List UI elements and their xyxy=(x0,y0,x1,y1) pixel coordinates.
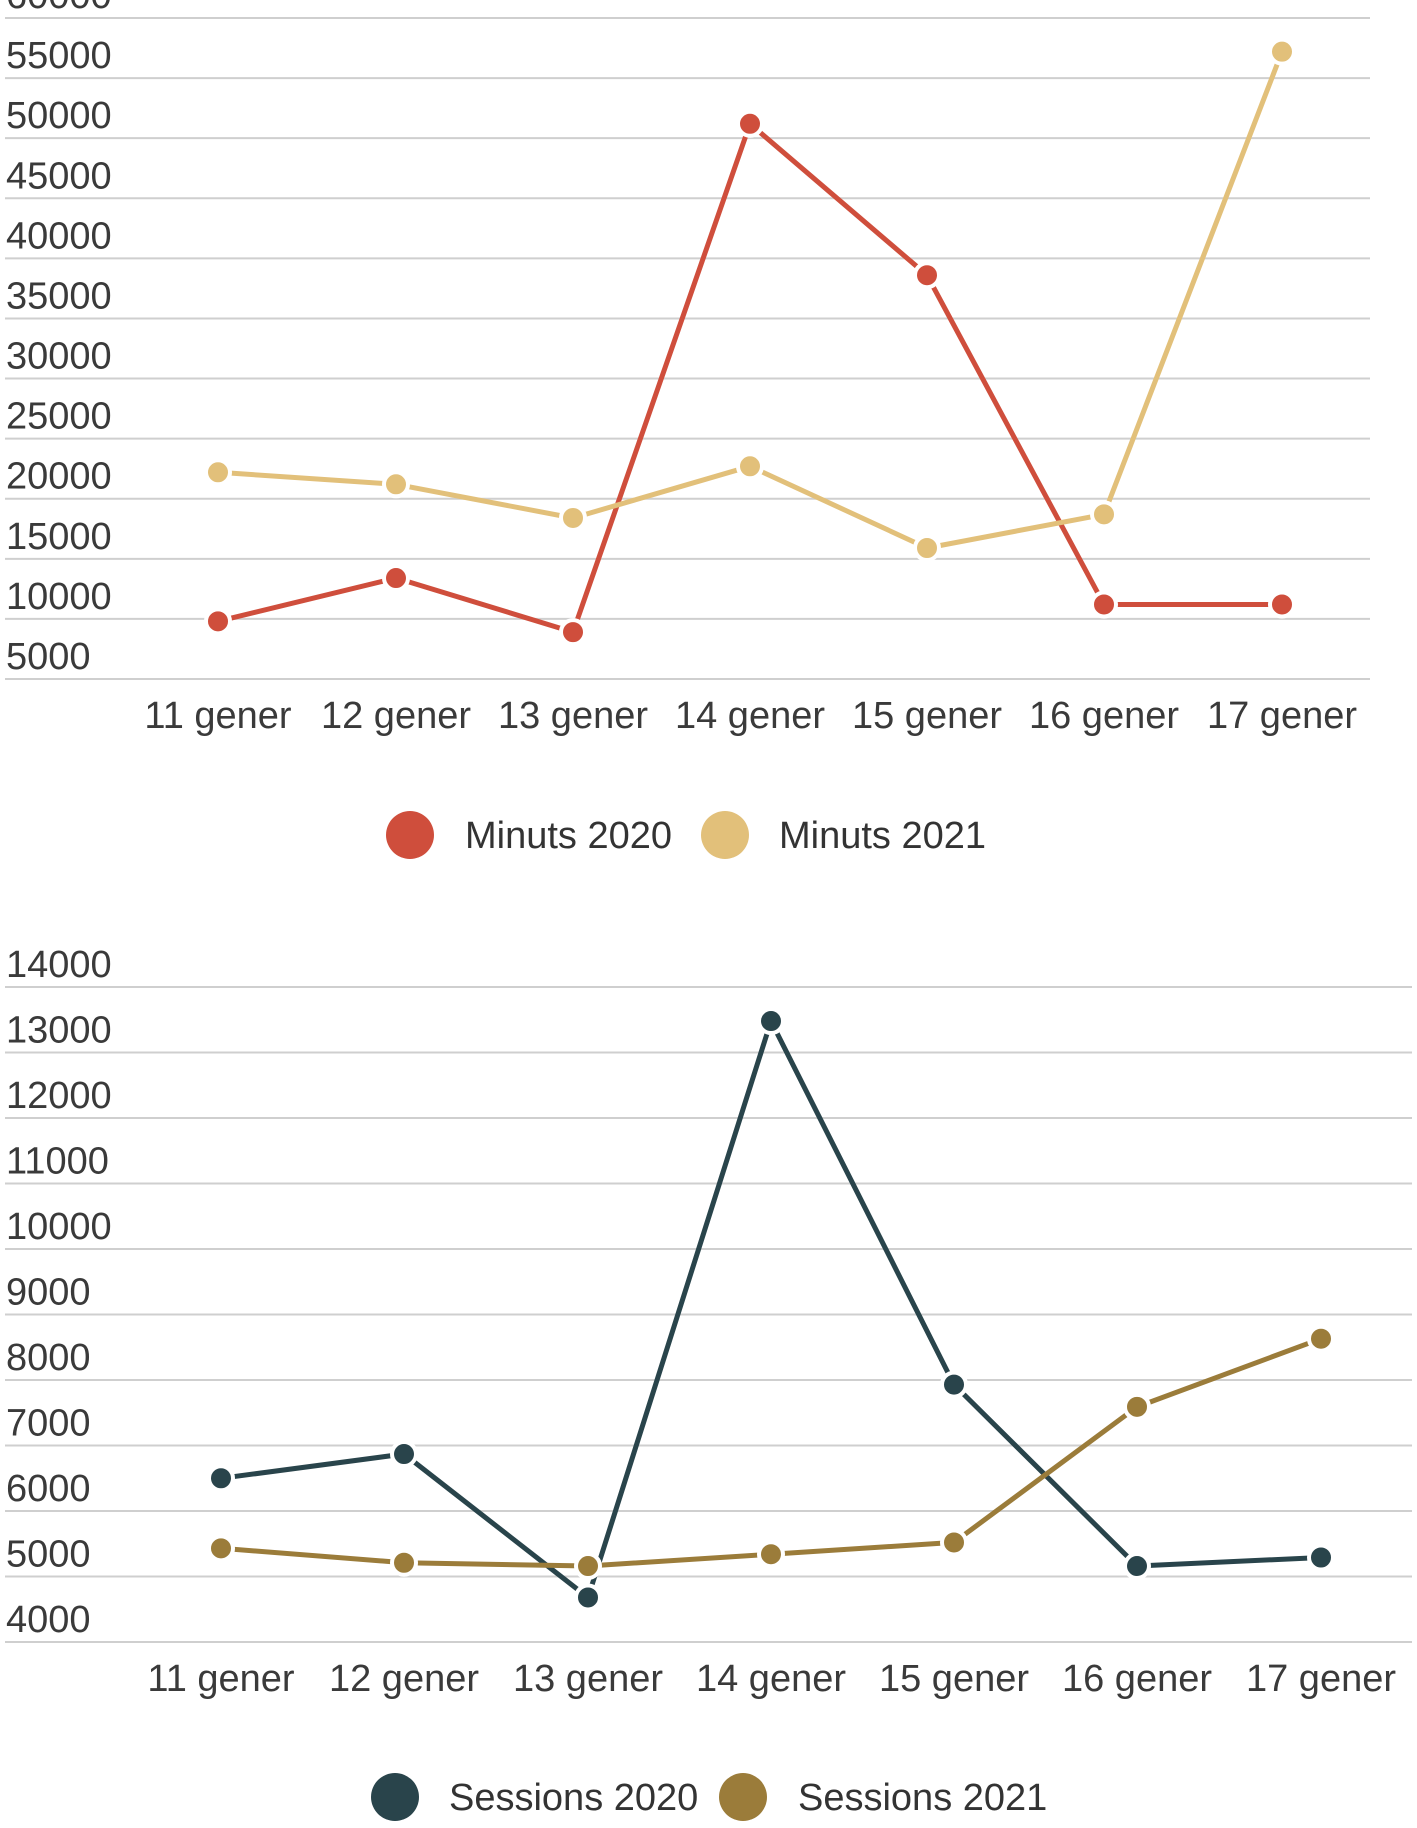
legend-label: Sessions 2021 xyxy=(798,1777,1047,1819)
data-point xyxy=(1123,1392,1151,1421)
data-point xyxy=(390,1440,418,1469)
data-point xyxy=(1307,1324,1335,1353)
chart-2: 14000 13000 12000 11000 10000 9000 8000 7000 600… xyxy=(5,944,1412,1821)
x-tick-label: 14 gener xyxy=(675,695,825,737)
x-tick-label: 16 gener xyxy=(1062,1658,1212,1700)
x-tick-label: 11 gener xyxy=(144,695,292,737)
x-tick-label: 11 gener xyxy=(147,1658,295,1700)
x-tick-label: 13 gener xyxy=(498,695,648,737)
y-tick-label: 11000 xyxy=(6,1141,109,1183)
data-point xyxy=(736,109,764,138)
series-line-sessions-2021 xyxy=(220,1336,1322,1569)
data-point xyxy=(204,607,232,636)
y-tick-label: 13000 xyxy=(6,1010,112,1052)
data-point xyxy=(574,1552,602,1581)
data-point xyxy=(913,261,941,290)
y-tick-label: 10000 xyxy=(6,576,112,618)
data-point xyxy=(207,1464,235,1493)
data-point xyxy=(559,618,587,647)
y-tick-label: 4000 xyxy=(6,1599,91,1641)
data-point xyxy=(757,1007,785,1036)
data-point xyxy=(1307,1543,1335,1572)
x-tick-label: 15 gener xyxy=(852,695,1002,737)
x-tick-label: 17 gener xyxy=(1207,695,1357,737)
y-tick-label: 45000 xyxy=(6,155,112,197)
y-tick-label: 5000 xyxy=(6,636,91,678)
y-tick-label: 9000 xyxy=(6,1272,91,1314)
data-point xyxy=(736,452,764,481)
y-tick-label: 55000 xyxy=(6,35,112,77)
y-tick-label: 6000 xyxy=(6,1468,91,1510)
data-point xyxy=(1090,590,1118,619)
y-tick-label: 7000 xyxy=(6,1403,91,1445)
y-tick-label: 30000 xyxy=(6,336,112,378)
data-point xyxy=(1090,500,1118,529)
y-tick-label: 8000 xyxy=(6,1337,91,1379)
y-tick-label: 15000 xyxy=(6,516,112,558)
data-point xyxy=(390,1548,418,1577)
data-point xyxy=(1268,37,1296,66)
data-point xyxy=(913,534,941,563)
y-tick-label: 25000 xyxy=(6,396,112,438)
data-point xyxy=(1123,1552,1151,1581)
y-tick-label: 12000 xyxy=(6,1075,112,1117)
x-tick-label: 12 gener xyxy=(329,1658,479,1700)
data-point xyxy=(757,1540,785,1569)
legend-label: Minuts 2021 xyxy=(779,815,986,857)
data-point xyxy=(207,1534,235,1563)
legend-marker xyxy=(701,811,749,859)
x-tick-label: 13 gener xyxy=(513,1658,663,1700)
y-tick-label: 60000 xyxy=(6,0,112,17)
legend-marker xyxy=(371,1773,419,1821)
legend-marker xyxy=(386,811,434,859)
y-tick-label: 35000 xyxy=(6,275,112,317)
legend-marker xyxy=(719,1773,767,1821)
x-tick-label: 17 gener xyxy=(1246,1658,1396,1700)
chart-1: 60000 55000 50000 45000 40000 35000 30000 25000… xyxy=(5,0,1370,859)
legend-label: Sessions 2020 xyxy=(449,1777,698,1819)
data-point xyxy=(940,1528,968,1557)
x-tick-label: 14 gener xyxy=(696,1658,846,1700)
data-point xyxy=(1268,590,1296,619)
y-tick-label: 5000 xyxy=(6,1534,91,1576)
data-point xyxy=(574,1583,602,1612)
x-tick-label: 16 gener xyxy=(1029,695,1179,737)
y-tick-label: 14000 xyxy=(6,944,112,986)
x-tick-label: 12 gener xyxy=(321,695,471,737)
x-tick-label: 15 gener xyxy=(879,1658,1029,1700)
data-point xyxy=(382,564,410,593)
data-point xyxy=(204,458,232,487)
y-tick-label: 20000 xyxy=(6,456,112,498)
y-tick-label: 10000 xyxy=(6,1206,112,1248)
data-point xyxy=(559,503,587,532)
data-point xyxy=(940,1370,968,1399)
data-point xyxy=(382,470,410,499)
y-tick-label: 40000 xyxy=(6,215,112,257)
legend-label: Minuts 2020 xyxy=(465,815,672,857)
y-tick-label: 50000 xyxy=(6,95,112,137)
